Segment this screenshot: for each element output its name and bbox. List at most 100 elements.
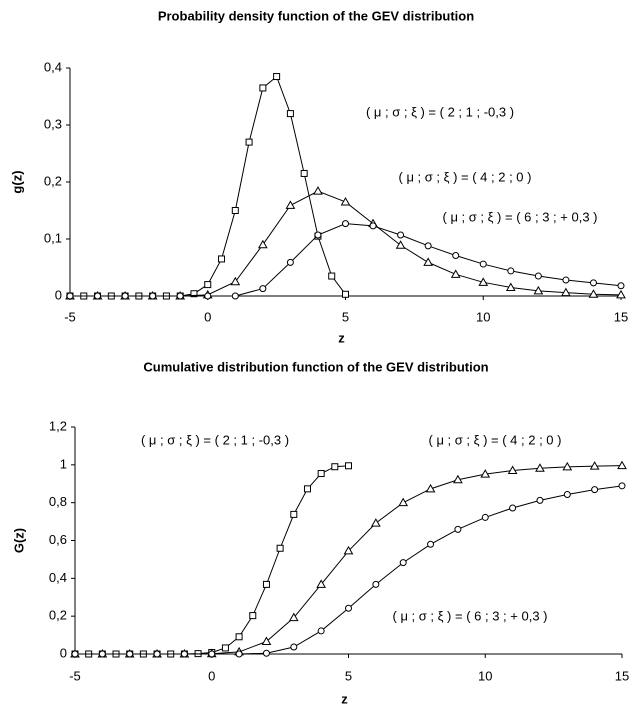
- marker: [507, 465, 518, 475]
- marker: [618, 482, 626, 490]
- marker: [314, 231, 322, 239]
- y-tick-label: 0: [60, 645, 67, 660]
- marker: [453, 474, 463, 484]
- marker: [149, 292, 157, 300]
- marker: [313, 186, 323, 195]
- marker: [121, 292, 129, 300]
- marker: [588, 289, 599, 298]
- y-tick-label: 0: [55, 287, 62, 302]
- annotation: ( μ ; σ ; ξ ) = ( 2 ; 1 ; -0,3 ): [141, 432, 289, 447]
- marker: [589, 279, 597, 287]
- marker: [535, 463, 545, 472]
- marker: [235, 633, 243, 641]
- marker: [94, 292, 102, 300]
- marker: [424, 242, 432, 250]
- marker: [66, 292, 74, 300]
- x-tick-label: 15: [614, 309, 628, 324]
- marker: [399, 559, 407, 567]
- marker: [316, 579, 327, 588]
- marker: [450, 269, 461, 278]
- x-tick-label: 15: [615, 668, 629, 683]
- marker: [342, 290, 349, 298]
- marker: [533, 285, 544, 295]
- marker: [259, 285, 267, 293]
- x-axis-label: z: [338, 330, 345, 345]
- marker: [563, 491, 571, 499]
- marker: [261, 636, 272, 646]
- x-tick-label: -5: [69, 668, 81, 683]
- y-tick-label: 0,4: [44, 59, 62, 74]
- marker: [427, 540, 435, 548]
- marker: [249, 612, 257, 620]
- x-tick-label: 10: [476, 309, 490, 324]
- y-tick-label: 0,2: [49, 608, 67, 623]
- marker: [285, 200, 296, 209]
- y-tick-label: 0,1: [44, 230, 62, 245]
- marker: [176, 292, 184, 300]
- marker: [617, 282, 625, 290]
- marker: [423, 257, 434, 266]
- marker: [328, 272, 336, 280]
- marker: [204, 292, 212, 300]
- x-tick-label: 0: [204, 309, 211, 324]
- marker: [395, 240, 406, 249]
- marker: [204, 281, 212, 289]
- annotation: ( μ ; σ ; ξ ) = ( 4 ; 2 ; 0 ): [399, 169, 532, 184]
- y-tick-label: 0,8: [49, 494, 67, 509]
- marker: [398, 497, 409, 507]
- marker: [262, 649, 270, 657]
- series-line: [75, 465, 349, 655]
- marker: [218, 255, 226, 263]
- series-line: [75, 485, 623, 655]
- marker: [221, 644, 229, 652]
- marker: [397, 231, 405, 239]
- chart-title: Cumulative distribution function of the …: [143, 359, 488, 374]
- marker: [286, 258, 294, 266]
- marker: [536, 496, 544, 504]
- marker: [369, 222, 377, 230]
- marker: [235, 650, 243, 658]
- y-tick-label: 0,2: [44, 173, 62, 188]
- marker: [317, 470, 325, 478]
- marker: [71, 650, 79, 658]
- marker: [370, 518, 381, 527]
- x-tick-label: 10: [478, 668, 492, 683]
- annotation: ( μ ; σ ; ξ ) = ( 4 ; 2 ; 0 ): [429, 432, 562, 447]
- marker: [509, 504, 517, 512]
- marker: [288, 612, 299, 622]
- marker: [245, 138, 253, 146]
- marker: [507, 267, 515, 275]
- marker: [425, 483, 436, 493]
- marker: [342, 220, 349, 228]
- x-tick-label: -5: [64, 309, 76, 324]
- marker: [231, 292, 239, 300]
- marker: [98, 650, 106, 658]
- y-tick-label: 0,6: [49, 532, 67, 547]
- marker: [286, 110, 294, 118]
- marker: [372, 580, 380, 588]
- y-axis-label: G(z): [11, 528, 26, 553]
- marker: [616, 289, 626, 299]
- marker: [262, 580, 270, 588]
- marker: [290, 510, 298, 518]
- series-line: [70, 223, 622, 297]
- marker: [452, 252, 460, 260]
- y-tick-label: 1: [60, 456, 67, 471]
- marker: [180, 650, 188, 658]
- x-tick-label: 5: [345, 668, 352, 683]
- marker: [273, 73, 281, 81]
- marker: [231, 207, 239, 214]
- marker: [562, 461, 573, 471]
- marker: [317, 627, 325, 635]
- marker: [534, 272, 542, 280]
- annotation: ( μ ; σ ; ξ ) = ( 6 ; 3 ; + 0,3 ): [443, 209, 598, 224]
- series-line: [70, 75, 346, 297]
- marker: [478, 277, 489, 286]
- marker: [259, 84, 267, 92]
- marker: [303, 485, 311, 493]
- marker: [343, 545, 354, 555]
- marker: [591, 486, 599, 494]
- y-tick-label: 1,2: [49, 418, 67, 433]
